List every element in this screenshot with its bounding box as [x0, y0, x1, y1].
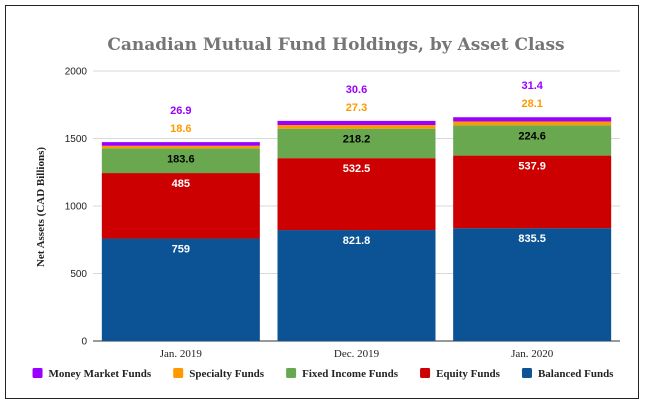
y-tick-label: 2000 — [65, 67, 88, 78]
legend: Money Market Funds Specialty Funds Fixed I… — [32, 368, 614, 380]
data-label-balanced-funds: 759 — [172, 244, 190, 256]
data-label-fixed-income-funds: 218.2 — [343, 134, 371, 146]
bar-fixed-income-funds — [101, 148, 260, 174]
legend-item-equity-funds: Equity Funds — [420, 368, 501, 380]
bar-equity-funds — [101, 173, 260, 239]
bar-balanced-funds — [101, 238, 260, 341]
y-tick-label: 1500 — [65, 134, 88, 145]
bars — [101, 117, 612, 341]
data-label-money-market-funds: 26.9 — [170, 105, 191, 117]
y-axis-label: Net Assets (CAD Billions) — [35, 147, 47, 267]
legend-swatch — [521, 368, 532, 378]
bar-money-market-funds — [453, 117, 612, 122]
chart-title: Canadian Mutual Fund Holdings, by Asset … — [107, 35, 564, 55]
data-label-specialty-funds: 27.3 — [346, 102, 367, 114]
legend-swatch — [173, 368, 184, 378]
legend-swatch — [32, 368, 43, 378]
legend-label: Specialty Funds — [189, 368, 265, 380]
data-label-money-market-funds: 31.4 — [521, 80, 543, 92]
legend-item-fixed-income-funds: Fixed Income Funds — [286, 368, 399, 380]
bar-equity-funds — [453, 155, 612, 229]
data-label-equity-funds: 537.9 — [518, 161, 546, 173]
y-tick-label: 0 — [81, 337, 87, 348]
x-tick-label: Dec. 2019 — [334, 348, 380, 360]
bar-equity-funds — [277, 158, 436, 231]
data-label-equity-funds: 485 — [172, 178, 190, 190]
bar-specialty-funds — [277, 125, 436, 129]
x-axis-ticks: Jan. 2019 Dec. 2019 Jan. 2020 — [160, 348, 554, 360]
data-label-balanced-funds: 835.5 — [518, 233, 546, 245]
bar-money-market-funds — [101, 142, 260, 146]
legend-label: Fixed Income Funds — [302, 368, 399, 380]
legend-swatch — [286, 368, 297, 378]
data-label-fixed-income-funds: 183.6 — [167, 153, 195, 165]
chart-frame: Canadian Mutual Fund Holdings, by Asset … — [5, 5, 639, 399]
bar-fixed-income-funds — [453, 125, 612, 156]
data-labels: 759 485 183.6 18.6 26.9 821.8 532.5 218.2 27.3 30… — [167, 80, 546, 255]
bar-fixed-income-funds — [277, 128, 436, 159]
y-tick-label: 500 — [70, 269, 87, 280]
legend-label: Balanced Funds — [538, 368, 614, 380]
y-tick-label: 1000 — [65, 202, 88, 213]
bar-balanced-funds — [277, 230, 436, 341]
chart: Canadian Mutual Fund Holdings, by Asset … — [32, 35, 620, 380]
legend-label: Equity Funds — [436, 368, 501, 380]
data-label-fixed-income-funds: 224.6 — [518, 130, 546, 142]
legend-item-money-market-funds: Money Market Funds — [32, 368, 152, 380]
data-label-balanced-funds: 821.8 — [343, 235, 371, 247]
bar-balanced-funds — [453, 228, 612, 341]
bar-money-market-funds — [277, 120, 436, 126]
data-label-specialty-funds: 28.1 — [521, 98, 542, 110]
legend-item-balanced-funds: Balanced Funds — [521, 368, 614, 380]
legend-label: Money Market Funds — [49, 368, 152, 380]
bar-specialty-funds — [101, 145, 260, 149]
bar-specialty-funds — [453, 121, 612, 126]
data-label-money-market-funds: 30.6 — [346, 84, 367, 96]
legend-item-specialty-funds: Specialty Funds — [173, 368, 265, 380]
data-label-specialty-funds: 18.6 — [170, 123, 191, 135]
y-axis-ticks: 0 500 1000 1500 2000 — [65, 67, 88, 348]
data-label-equity-funds: 532.5 — [343, 163, 371, 175]
legend-swatch — [420, 368, 431, 378]
x-tick-label: Jan. 2019 — [160, 348, 203, 360]
x-tick-label: Jan. 2020 — [511, 348, 554, 360]
